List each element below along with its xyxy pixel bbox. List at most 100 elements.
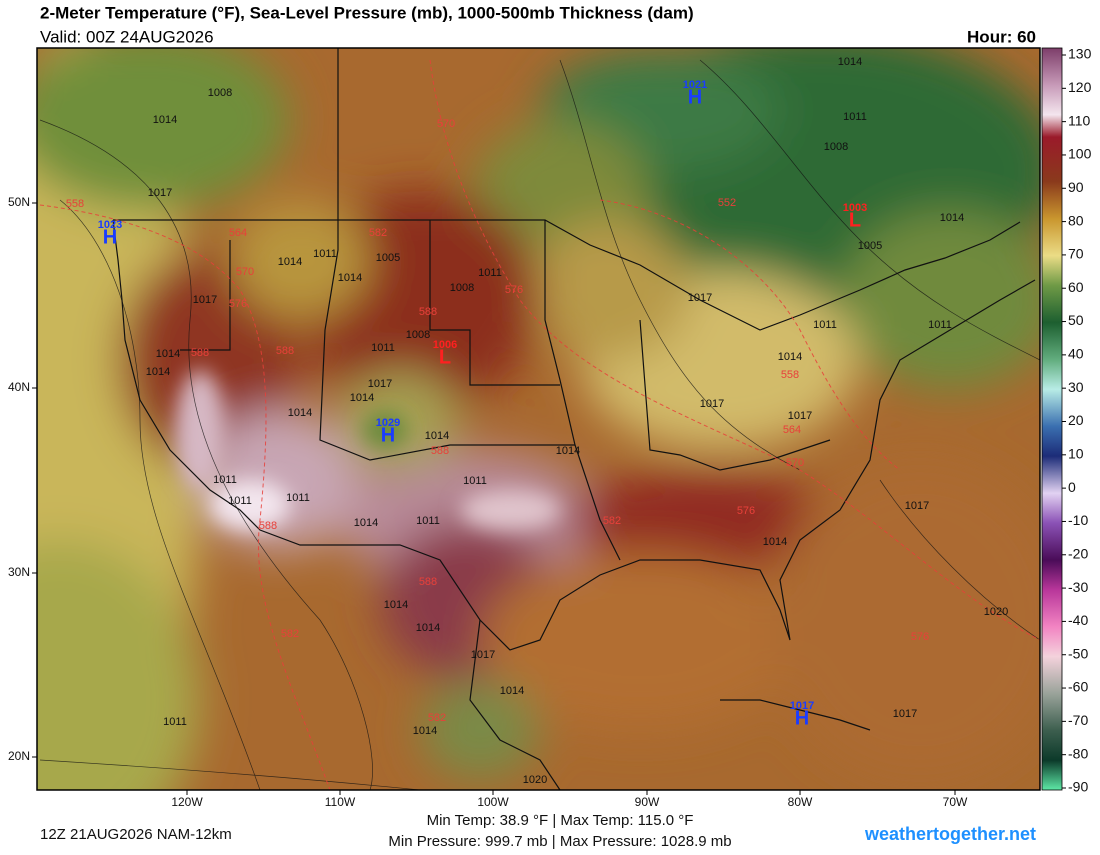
isobar-label: 1014 <box>500 685 524 697</box>
isobar-label: 1014 <box>350 392 374 404</box>
isobar-label: 1020 <box>523 774 547 786</box>
center-value: 1006 <box>433 339 457 351</box>
thickness-label: 588 <box>419 576 437 588</box>
isobar-label: 1014 <box>156 348 180 360</box>
colorbar-label: 20 <box>1068 412 1084 428</box>
lat-label: 20N <box>8 749 30 763</box>
colorbar-label: -90 <box>1068 779 1088 795</box>
center-letter: H <box>795 707 809 729</box>
map-field <box>37 48 1040 790</box>
colorbar-label: 110 <box>1068 112 1091 128</box>
colorbar-label: 90 <box>1068 179 1084 195</box>
isobar-label: 1014 <box>288 407 312 419</box>
colorbar-label: 130 <box>1068 46 1092 62</box>
thickness-label: 576 <box>737 505 755 517</box>
isobar-label: 1008 <box>208 87 232 99</box>
valid-time: Valid: 00Z 24AUG2026 <box>40 27 214 46</box>
lon-label: 90W <box>635 795 660 809</box>
isobar-label: 1011 <box>416 515 440 527</box>
isobar-label: 1014 <box>384 599 408 611</box>
isobar-label: 1011 <box>463 475 487 487</box>
center-value: 1003 <box>843 202 867 214</box>
colorbar-label: -30 <box>1068 579 1088 595</box>
colorbar-label: 60 <box>1068 279 1084 295</box>
colorbar-label: 50 <box>1068 312 1084 328</box>
isobar-label: 1017 <box>193 294 217 306</box>
thickness-label: 576 <box>911 631 929 643</box>
isobar-label: 1011 <box>843 111 867 123</box>
lon-label: 80W <box>788 795 813 809</box>
isobar-label: 1014 <box>413 725 437 737</box>
map-labels: 1008 1014 1017 1014 1011 1014 1005 1011 1008 1017… <box>8 46 1092 809</box>
center-value: 1017 <box>790 700 814 712</box>
isobar-label: 1008 <box>824 141 848 153</box>
isobar-label: 1011 <box>286 492 310 504</box>
colorbar-label: -70 <box>1068 712 1088 728</box>
temp-range: Min Temp: 38.9 °F | Max Temp: 115.0 °F <box>427 812 694 829</box>
colorbar-label: -50 <box>1068 645 1088 661</box>
isobar-label: 1017 <box>148 187 172 199</box>
isobar-label: 1014 <box>838 56 862 68</box>
isobar-label: 1014 <box>416 622 440 634</box>
thickness-label: 558 <box>781 369 799 381</box>
lon-label: 70W <box>943 795 968 809</box>
thickness-label: 564 <box>229 227 247 239</box>
colorbar-label: -60 <box>1068 679 1088 695</box>
site-name: weathertogether.net <box>864 824 1036 844</box>
isobar-label: 1014 <box>425 430 449 442</box>
title: 2-Meter Temperature (°F), Sea-Level Pres… <box>40 3 694 22</box>
center-letter: H <box>381 424 395 446</box>
isobar-label: 1014 <box>940 212 964 224</box>
isobar-label: 1017 <box>893 708 917 720</box>
isobar-label: 1011 <box>478 267 502 279</box>
isobar-label: 1008 <box>406 329 430 341</box>
isobar-label: 1011 <box>313 248 337 260</box>
isobar-label: 1014 <box>278 256 302 268</box>
isobar-label: 1011 <box>213 474 237 486</box>
colorbar-label: 40 <box>1068 346 1084 362</box>
isobar-label: 1011 <box>928 319 952 331</box>
center-letter: H <box>688 86 702 108</box>
center-letter: H <box>103 226 117 248</box>
isobar-label: 1017 <box>471 649 495 661</box>
thickness-label: 576 <box>229 298 247 310</box>
lat-label: 30N <box>8 565 30 579</box>
colorbar-label: 120 <box>1068 79 1092 95</box>
thickness-label: 564 <box>783 424 801 436</box>
thickness-label: 582 <box>369 227 387 239</box>
isobar-label: 1017 <box>700 398 724 410</box>
colorbar <box>1041 47 1063 791</box>
center-value: 1021 <box>683 79 707 91</box>
thickness-label: 582 <box>428 712 446 724</box>
isobar-label: 1011 <box>371 342 395 354</box>
thickness-label: 582 <box>281 628 299 640</box>
pressure-range: Min Pressure: 999.7 mb | Max Pressure: 1… <box>388 833 731 850</box>
model-run: 12Z 21AUG2026 NAM-12km <box>40 826 232 843</box>
colorbar-label: -10 <box>1068 512 1088 528</box>
thickness-label: 588 <box>419 306 437 318</box>
isobar-label: 1020 <box>984 606 1008 618</box>
isobar-label: 1017 <box>905 500 929 512</box>
isobar-label: 1011 <box>813 319 837 331</box>
thickness-label: 558 <box>66 198 84 210</box>
isobar-label: 1014 <box>778 351 802 363</box>
isobar-label: 1014 <box>354 517 378 529</box>
isobar-label: 1011 <box>228 495 252 507</box>
lon-label: 110W <box>325 795 356 809</box>
thickness-label: 588 <box>259 520 277 532</box>
isobar-label: 1014 <box>146 366 170 378</box>
lon-label: 120W <box>171 795 203 809</box>
isobar-label: 1005 <box>376 252 400 264</box>
forecast-hour: Hour: 60 <box>967 27 1036 46</box>
isobar-label: 1014 <box>556 445 580 457</box>
thickness-label: 576 <box>505 284 523 296</box>
lat-label: 40N <box>8 380 30 394</box>
isobar-label: 1008 <box>450 282 474 294</box>
thickness-label: 588 <box>276 345 294 357</box>
lon-label: 100W <box>477 795 509 809</box>
thickness-label: 570 <box>437 118 455 130</box>
isobar-label: 1005 <box>858 240 882 252</box>
isobar-label: 1017 <box>688 292 712 304</box>
isobar-label: 1014 <box>153 114 177 126</box>
